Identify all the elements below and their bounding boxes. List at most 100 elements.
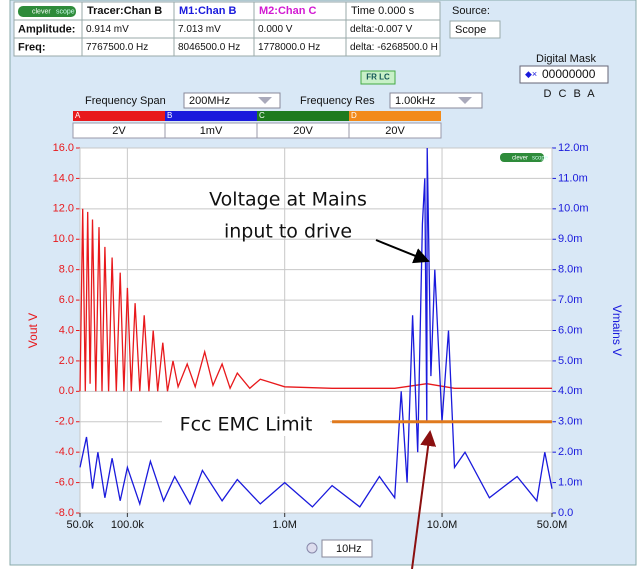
- trace: [79, 208, 552, 392]
- y-tick-label: -2.0: [55, 416, 74, 428]
- y-tick-label: 16.0: [53, 142, 74, 154]
- readout-rows: Amplitude: 0.914 mV 7.013 mV 0.000 V delta:-…: [13, 19, 441, 57]
- x-tick-label: 50.0k: [67, 519, 94, 531]
- cell-value: 0.914 mV: [86, 24, 129, 35]
- y2-tick-label: 5.0m: [558, 355, 582, 367]
- span-value: 200MHz: [189, 95, 230, 107]
- y-tick-label: 4.0: [59, 324, 74, 336]
- annotation: Voltage at Mains: [209, 189, 367, 211]
- cell-value: 7767500.0 Hz: [86, 42, 148, 53]
- logo-text: clever: [512, 156, 528, 162]
- spinner-value: 10Hz: [336, 543, 362, 555]
- y-tick-label: 14.0: [53, 172, 74, 184]
- readout-table: clever scope Tracer:Chan B M1:Chan B M2:…: [13, 1, 441, 21]
- y-tick-label: -4.0: [55, 446, 74, 458]
- channel-name: D: [351, 111, 357, 120]
- y2-tick-label: 10.0m: [558, 203, 589, 215]
- mask-label: Digital Mask: [536, 53, 596, 65]
- y-tick-label: 6.0: [59, 294, 74, 306]
- y2-tick-label: 9.0m: [558, 233, 582, 245]
- fr-lc-box[interactable]: [360, 70, 396, 85]
- cell-value: 7.013 mV: [178, 24, 221, 35]
- source-value: Scope: [455, 24, 486, 36]
- y2-tick-label: 2.0m: [558, 446, 582, 458]
- cell-value: delta:-0.007 V: [350, 24, 413, 35]
- cell-value: 8046500.0 Hz: [178, 42, 240, 53]
- channel-strip: A 2V B 1mV C 20V D 20V: [72, 111, 442, 139]
- res-value: 1.00kHz: [395, 95, 435, 107]
- y2-tick-label: 1.0m: [558, 476, 582, 488]
- column-header: Time 0.000 s: [351, 5, 415, 17]
- plot: 16.0 14.0 12.0 10.0 8.0 6.0 4.0 2.0 0.0 -2.0 -4.0 -…: [26, 142, 624, 570]
- channel-name: C: [259, 111, 265, 120]
- channel-scale: 20V: [385, 125, 405, 137]
- channel-name: B: [167, 111, 172, 120]
- row-label: Freq:: [18, 41, 46, 53]
- row-label: Amplitude:: [18, 23, 75, 35]
- fr-lc: FR LC: [366, 73, 390, 82]
- y2-tick-label: 11.0m: [558, 172, 588, 184]
- mask-box[interactable]: [519, 65, 609, 84]
- channel-bar[interactable]: [349, 111, 441, 121]
- dropdown-arrow: [258, 97, 272, 104]
- y-tick-label: 8.0: [59, 264, 74, 276]
- channel-bar[interactable]: [73, 111, 165, 121]
- annotation-arrow: [411, 430, 437, 570]
- column-header: M1:Chan B: [179, 5, 237, 17]
- y2-tick-label: 3.0m: [558, 416, 582, 428]
- channel-scale: 1mV: [200, 125, 223, 137]
- dropdown-arrow: [458, 97, 472, 104]
- span-label: Frequency Span: [85, 95, 166, 107]
- source-label: Source:: [452, 5, 490, 17]
- res-label: Frequency Res: [300, 95, 375, 107]
- limit-label: Fcc EMC Limit: [180, 414, 313, 436]
- channel-scale: 20V: [293, 125, 313, 137]
- cell: [345, 37, 441, 57]
- mask-spin: ◆×: [525, 69, 537, 79]
- label-bg: [162, 414, 330, 436]
- channel-scale: 2V: [112, 125, 126, 137]
- cell-value: 0.000 V: [258, 24, 293, 35]
- channel-name: A: [75, 111, 81, 120]
- span-dropdown[interactable]: [183, 92, 281, 109]
- source-box[interactable]: [449, 20, 501, 39]
- y2-axis-title: Vmains V: [610, 305, 624, 356]
- cell-value: delta: -6268500.0 H: [350, 42, 438, 53]
- logo-pill: [18, 6, 76, 17]
- spinner-icon[interactable]: [306, 542, 318, 554]
- res-dropdown[interactable]: [389, 92, 483, 109]
- column-header: Tracer:Chan B: [87, 5, 162, 17]
- y-tick-label: 2.0: [59, 355, 74, 367]
- y2-tick-label: 7.0m: [558, 294, 582, 306]
- trace: [79, 147, 553, 508]
- plot-logo: [500, 153, 544, 162]
- y2-tick-label: 0.0: [558, 507, 573, 519]
- y-tick-label: 12.0: [53, 203, 74, 215]
- x-tick-label: 10.0M: [427, 519, 458, 531]
- channel-bar[interactable]: [165, 111, 257, 121]
- annotation-arrow: [375, 239, 430, 264]
- logo-text: clever: [32, 8, 51, 15]
- channel-scale-box[interactable]: [348, 122, 442, 139]
- y2-tick-label: 12.0m: [558, 142, 589, 154]
- column-header: M2:Chan C: [259, 5, 317, 17]
- y2-tick-label: 8.0m: [558, 264, 582, 276]
- y-tick-label: -8.0: [55, 507, 74, 519]
- mask-channels: D C B A: [543, 88, 596, 100]
- y-tick-label: 10.0: [53, 233, 74, 245]
- y-axis-title: Vout V: [26, 313, 40, 348]
- mask-value: 00000000: [542, 67, 596, 81]
- channel-bar[interactable]: [257, 111, 349, 121]
- x-tick-label: 50.0M: [537, 519, 568, 531]
- y2-tick-label: 4.0m: [558, 385, 582, 397]
- y-tick-label: -6.0: [55, 476, 74, 488]
- x-tick-label: 1.0M: [272, 519, 296, 531]
- cell-value: 1778000.0 Hz: [258, 42, 320, 53]
- y-tick-label: 0.0: [59, 385, 74, 397]
- logo-text: scope: [532, 156, 549, 162]
- y2-tick-label: 6.0m: [558, 324, 582, 336]
- spinner-box[interactable]: [321, 539, 373, 558]
- logo-text: scope: [56, 8, 75, 15]
- x-tick-label: 100.0k: [111, 519, 145, 531]
